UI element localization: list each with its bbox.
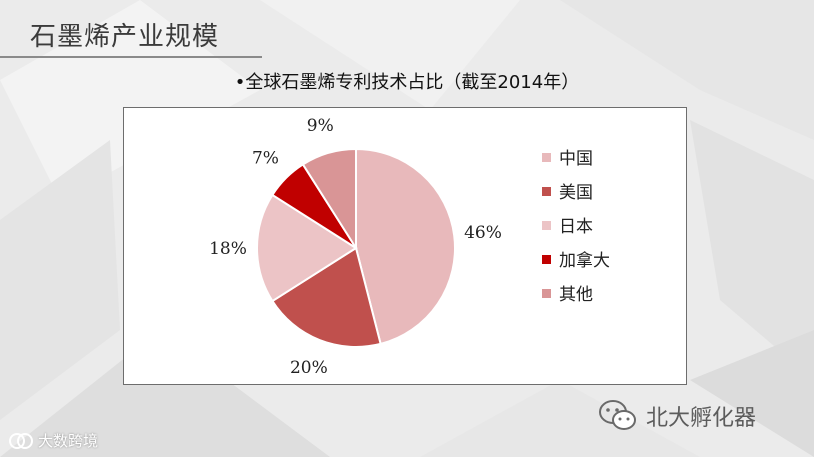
- data-label-2: 18%: [209, 239, 247, 259]
- chart-subtitle: •全球石墨烯专利技术占比（截至2014年）: [234, 72, 580, 93]
- pie-slice-0: [355, 147, 456, 346]
- legend-label-2: 日本: [559, 217, 593, 237]
- legend-swatch-0: [542, 153, 551, 162]
- legend-swatch-4: [542, 289, 551, 298]
- watermark-text: 北大孵化器: [646, 406, 757, 431]
- data-label-3: 7%: [252, 148, 279, 168]
- pie-slice-2: [256, 193, 358, 303]
- title-bar: 石墨烯产业规模: [0, 12, 262, 58]
- data-label-4: 9%: [307, 116, 334, 136]
- slide-title: 石墨烯产业规模: [30, 22, 220, 52]
- corner-mark: 大数跨境: [8, 430, 98, 451]
- legend-label-0: 中国: [559, 149, 593, 169]
- legend-label-1: 美国: [559, 183, 593, 203]
- legend-swatch-3: [542, 255, 551, 264]
- watermark: 北大孵化器: [598, 398, 756, 434]
- pie-slice-1: [271, 246, 382, 348]
- legend-swatch-2: [542, 221, 551, 230]
- corner-mark-text: 大数跨境: [38, 432, 99, 450]
- data-label-0: 46%: [464, 223, 502, 243]
- chart-container: 46% 20% 18% 7% 9% 中国美国日本加拿大其他: [123, 107, 687, 385]
- legend-label-3: 加拿大: [559, 250, 610, 271]
- pie-slice-4: [301, 147, 357, 252]
- data-label-1: 20%: [290, 358, 328, 378]
- legend-swatch-1: [542, 187, 551, 196]
- wechat-icon: [599, 400, 636, 430]
- brand-logo-icon: [9, 432, 33, 449]
- legend-label-4: 其他: [559, 285, 593, 305]
